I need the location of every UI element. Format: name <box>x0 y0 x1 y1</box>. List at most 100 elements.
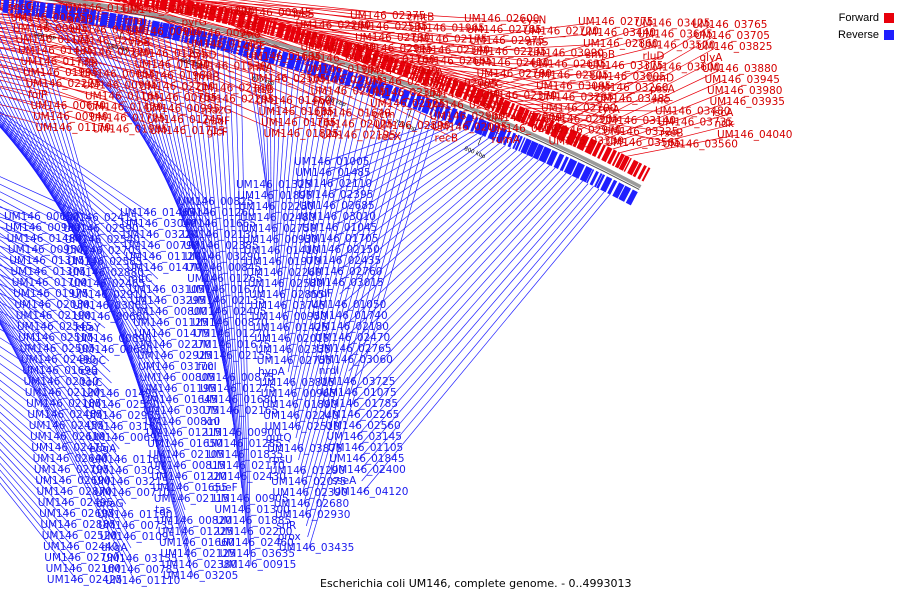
reverse-gene-label: UM146_02935 <box>85 410 160 422</box>
reverse-feature <box>381 83 394 100</box>
reverse-gene-label: UM146_00890 <box>76 333 151 345</box>
reverse-gene-label: UM146_00915 <box>221 559 296 571</box>
reverse-gene-label: UM146_01110 <box>105 575 180 587</box>
reverse-gene-label-leader <box>0 205 98 263</box>
reverse-gene-label-leader <box>282 78 324 329</box>
reverse-gene-label: UM146_02470 <box>315 332 390 344</box>
reverse-gene-label: UM146_01190 <box>97 509 172 521</box>
reverse-gene-label: UM146_00805 <box>140 372 215 384</box>
reverse-gene-label-leader <box>273 66 283 252</box>
forward-gene-label-leader <box>510 89 671 103</box>
forward-gene-label-leader <box>312 31 552 65</box>
forward-gene-label: UM146_02020 <box>363 65 438 77</box>
reverse-feature <box>53 4 62 20</box>
forward-gene-label: UM146_02225 <box>26 78 101 90</box>
forward-gene-label-leader <box>147 0 316 26</box>
reverse-gene-label-leader <box>0 322 136 582</box>
reverse-gene-label: UM146_01465 <box>120 207 195 219</box>
reverse-gene-label-leader <box>335 140 495 262</box>
reverse-gene-label-leader <box>0 296 119 439</box>
forward-gene-label-leader <box>0 7 279 113</box>
forward-gene-label-leader <box>52 0 339 125</box>
forward-gene-label-leader <box>335 38 559 98</box>
reverse-gene-label-leader <box>0 94 176 423</box>
reverse-gene-label: UM146_01495 <box>83 388 158 400</box>
forward-gene-label-leader <box>374 21 599 52</box>
reverse-gene-label: UM146_01260 <box>179 207 254 219</box>
reverse-gene-label: UM146_01700 <box>12 277 87 289</box>
reverse-feature <box>2 0 10 14</box>
reverse-gene-label: UM146_02550 <box>84 399 159 411</box>
reverse-gene-label-leader <box>0 59 181 467</box>
forward-gene-label: UM146_02370 <box>482 90 557 102</box>
forward-feature <box>122 0 128 4</box>
reverse-gene-label: UM146_01225 <box>158 526 233 538</box>
reverse-feature <box>398 89 411 106</box>
reverse-gene-label: UM146_02520 <box>42 530 117 542</box>
forward-gene-label: glyA <box>700 52 724 64</box>
tick-label: 550 kbp <box>107 44 131 54</box>
forward-gene-label-leader <box>0 18 212 67</box>
reverse-feature <box>238 40 246 56</box>
reverse-gene-label-leader <box>258 60 269 208</box>
forward-gene-label: UM146_02005 <box>422 78 497 90</box>
reverse-gene-label: UM146_02265 <box>324 409 399 421</box>
reverse-gene-label-leader <box>0 263 110 362</box>
forward-gene-label: hybD <box>189 50 217 62</box>
forward-feature <box>197 3 206 19</box>
forward-feature <box>434 73 443 89</box>
forward-gene-label: glcF <box>207 127 228 139</box>
forward-gene-label: UM146_03045 <box>489 123 564 135</box>
reverse-gene-label: UM146_01680 <box>201 394 276 406</box>
reverse-gene-label-leader <box>0 212 99 274</box>
forward-gene-label: UM146_01205 <box>187 39 262 51</box>
tick-mark <box>408 109 412 118</box>
reverse-gene-label-leader <box>0 322 134 571</box>
reverse-feature <box>107 12 117 29</box>
reverse-feature <box>553 153 565 169</box>
forward-gene-label: UM146_03735 <box>658 117 733 129</box>
reverse-gene-label-leader <box>0 322 133 560</box>
reverse-gene-label-leader <box>347 162 545 361</box>
forward-gene-label: UM146_02205 <box>365 76 440 88</box>
forward-feature <box>409 64 416 80</box>
reverse-gene-label-leader <box>0 317 128 516</box>
reverse-feature <box>520 138 532 155</box>
forward-gene-label-leader <box>0 41 227 133</box>
reverse-gene-label-leader <box>0 268 111 373</box>
reverse-feature <box>260 46 272 63</box>
reverse-gene-label: UM146_02690 <box>35 475 110 487</box>
reverse-gene-label-leader <box>0 300 120 450</box>
forward-feature <box>207 5 218 22</box>
reverse-gene-label: UM146_00950 <box>252 311 327 323</box>
reverse-gene-label-leader <box>157 36 234 412</box>
reverse-gene-label: UM146_02415 <box>62 212 137 224</box>
reverse-gene-label-leader <box>7 13 187 522</box>
reverse-feature <box>166 23 175 40</box>
reverse-feature <box>230 38 236 54</box>
forward-feature <box>154 0 161 10</box>
reverse-gene-label-leader <box>0 273 112 384</box>
reverse-feature <box>31 1 37 17</box>
forward-gene-label-leader <box>620 123 735 153</box>
reverse-gene-label-leader <box>0 69 179 456</box>
forward-gene-label-leader <box>0 21 150 44</box>
reverse-gene-label: UM146_02705 <box>66 245 141 257</box>
forward-feature <box>527 111 539 128</box>
reverse-feature <box>538 146 552 164</box>
reverse-feature <box>254 44 263 61</box>
reverse-feature <box>149 20 160 37</box>
reverse-gene-label-leader <box>0 278 114 395</box>
reverse-gene-label: UM146_00735 <box>98 520 173 532</box>
forward-gene-label: UM146_01565 <box>303 53 378 65</box>
forward-gene-label-leader <box>517 100 673 106</box>
reverse-feature <box>625 189 638 206</box>
reverse-gene-label: UM146_02760 <box>307 266 382 278</box>
forward-gene-label: UM146_01955 <box>306 64 381 76</box>
forward-gene-label: UM146_01165 <box>85 91 160 103</box>
reverse-gene-label: UM146_01120 <box>125 251 200 263</box>
reverse-gene-label: ebgA <box>89 443 117 455</box>
reverse-gene-label: UM146_03295 <box>130 295 205 307</box>
forward-gene-label: UM146_02660 <box>301 42 376 54</box>
forward-gene-label: UM146_02970 <box>546 125 621 137</box>
